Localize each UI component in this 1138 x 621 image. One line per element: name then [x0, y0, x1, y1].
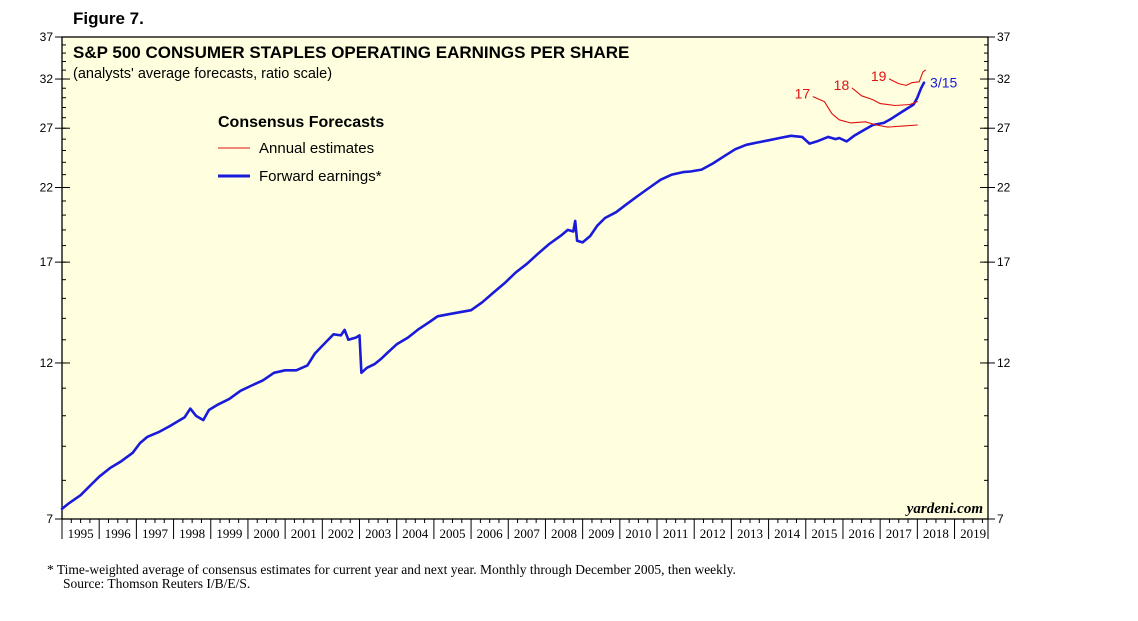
y-tick-label-left: 32	[40, 72, 54, 86]
y-tick-label-left: 27	[40, 121, 54, 135]
y-tick-label-left: 12	[40, 356, 54, 370]
x-tick-label: 2001	[291, 526, 317, 541]
legend-entry-forward: Forward earnings*	[259, 168, 382, 185]
y-tick-label-right: 32	[997, 72, 1011, 86]
footnote: * Time-weighted average of consensus est…	[47, 562, 736, 577]
x-tick-label: 2016	[849, 526, 876, 541]
series-annual-17	[812, 96, 918, 128]
x-tick-label: 2013	[737, 526, 763, 541]
series-forward-earnings	[60, 81, 926, 511]
x-tick-label: 2000	[254, 526, 280, 541]
series-annual-18	[851, 87, 918, 107]
x-tick-label: 2006	[477, 526, 504, 541]
y-tick-label-right: 12	[997, 356, 1011, 370]
y-tick-label-right: 17	[997, 255, 1011, 269]
y-tick-label-left: 37	[40, 30, 54, 44]
x-tick-label: 2017	[886, 526, 913, 541]
x-tick-label: 2003	[365, 526, 391, 541]
series-annual-19	[888, 69, 927, 86]
x-tick-label: 1999	[216, 526, 242, 541]
x-tick-label: 1996	[105, 526, 132, 541]
x-tick-label: 2019	[960, 526, 986, 541]
x-tick-label: 1998	[179, 526, 205, 541]
x-tick-label: 1995	[68, 526, 94, 541]
chart-title: S&P 500 CONSUMER STAPLES OPERATING EARNI…	[73, 43, 629, 62]
watermark: yardeni.com	[905, 501, 983, 517]
x-tick-label: 2009	[588, 526, 614, 541]
y-tick-label-right: 27	[997, 121, 1011, 135]
x-tick-label: 2008	[551, 526, 577, 541]
x-tick-label: 2012	[700, 526, 726, 541]
y-tick-label-right: 37	[997, 30, 1011, 44]
x-tick-label: 2005	[439, 526, 465, 541]
y-tick-label-left: 7	[46, 512, 53, 526]
y-tick-label-left: 22	[40, 180, 54, 194]
chart-subtitle: (analysts' average forecasts, ratio scal…	[73, 66, 332, 82]
x-tick-label: 2010	[625, 526, 651, 541]
series-label-18: 18	[834, 77, 850, 93]
legend: Consensus Forecasts Annual estimates For…	[218, 114, 384, 185]
y-tick-label-left: 17	[40, 255, 54, 269]
legend-title: Consensus Forecasts	[218, 114, 384, 131]
series-label-17: 17	[795, 86, 811, 102]
x-tick-label: 2002	[328, 526, 354, 541]
y-tick-label-right: 7	[997, 512, 1004, 526]
x-tick-label: 2007	[514, 526, 541, 541]
source-note: Source: Thomson Reuters I/B/E/S.	[63, 576, 251, 591]
x-tick-label: 2018	[923, 526, 949, 541]
x-tick-label: 2011	[663, 526, 689, 541]
y-tick-label-right: 22	[997, 180, 1011, 194]
x-tick-label: 1997	[142, 526, 169, 541]
x-tick-label: 2014	[774, 526, 801, 541]
legend-entry-annual: Annual estimates	[259, 140, 374, 157]
series-label-19: 19	[871, 68, 887, 84]
x-tick-label: 2004	[402, 526, 429, 541]
series-end-label: 3/15	[930, 75, 957, 91]
figure-label: Figure 7.	[73, 9, 144, 28]
x-tick-label: 2015	[811, 526, 837, 541]
plot-area	[61, 36, 989, 520]
